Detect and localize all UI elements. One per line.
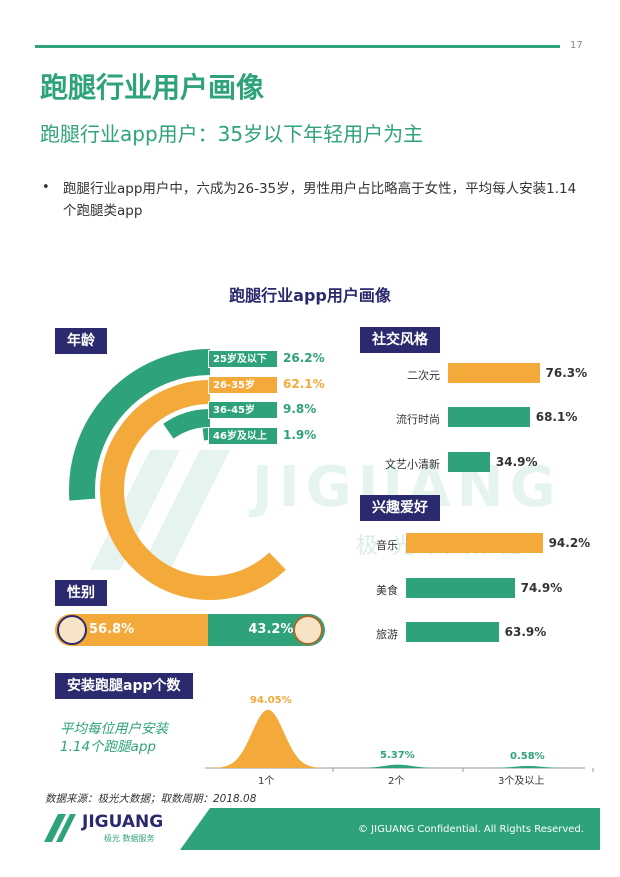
age-section-label: 年龄 [55,328,107,354]
chart-title: 跑腿行业app用户画像 [229,286,391,305]
hobby-category-label: 美食 [376,584,398,597]
hobby-section-label: 兴趣爱好 [360,495,440,521]
gender-female-value: 43.2% [248,622,294,637]
social-value-label: 68.1% [535,410,578,424]
social-bar [448,407,530,427]
footer-copyright: © JIGUANG Confidential. All Rights Reser… [358,824,584,835]
header-rule [35,45,560,48]
avg-install-note: 平均每位用户安装 1.14个跑腿app [60,720,168,756]
age-percent-label: 62.1% [283,377,325,391]
age-category-label: 26-35岁 [208,376,278,394]
install-category-label: 1个 [258,776,275,787]
social-value-label: 76.3% [545,366,588,380]
female-avatar-icon [293,615,323,645]
install-section-label: 安装跑腿app个数 [55,673,193,699]
age-category-label: 25岁及以下 [208,350,278,368]
footer-logo-text: JIGUANG [82,812,164,832]
age-percent-label: 1.9% [283,428,317,442]
age-percent-label: 9.8% [283,402,317,416]
hobby-value-label: 74.9% [520,581,563,595]
social-value-label: 34.9% [495,455,538,469]
install-category-label: 2个 [388,776,405,787]
footer-logo-subtext: 极光 数据服务 [104,834,155,843]
data-source: 数据来源：极光大数据；取数周期：2018.08 [45,793,257,805]
jiguang-logo-icon [44,814,76,842]
install-value-label: 0.58% [510,751,545,762]
hobby-bar [406,622,499,642]
install-bell-shape [328,764,468,768]
page-subtitle: 跑腿行业app用户：35岁以下年轻用户为主 [40,122,424,146]
bullet-text: 跑腿行业app用户中，六成为26-35岁，男性用户占比略高于女性，平均每人安装1… [63,181,577,219]
social-category-label: 二次元 [407,369,440,382]
hobby-value-label: 94.2% [548,536,591,550]
bullet-dot: • [42,180,50,195]
social-category-label: 文艺小清新 [385,458,440,471]
age-ring-segment [100,380,286,600]
install-bell-shape [458,766,598,768]
avg-note-line-1: 平均每位用户安装 [60,721,168,737]
social-section-label: 社交风格 [360,327,440,353]
hobby-bar [406,533,543,553]
social-bar [448,452,490,472]
install-value-label: 94.05% [250,694,292,706]
hobby-bar [406,578,515,598]
hobby-value-label: 63.9% [504,625,547,639]
hobby-category-label: 音乐 [376,539,398,552]
gender-section-label: 性别 [55,580,107,606]
age-ring-segment [163,409,211,439]
gender-male-value: 56.8% [89,622,135,637]
avg-note-line-2: 1.14个跑腿app [60,739,156,755]
page-number: 17 [570,40,583,51]
age-category-label: 46岁及以上 [208,427,278,445]
install-value-label: 5.37% [380,749,415,761]
age-ring-segment [69,349,211,501]
install-category-label: 3个及以上 [498,776,545,787]
hobby-category-label: 旅游 [376,628,398,641]
age-category-label: 36-45岁 [208,401,278,419]
page-title: 跑腿行业用户画像 [40,71,265,104]
install-bell-shape [198,709,338,768]
age-percent-label: 26.2% [283,351,325,365]
footer-band [180,808,600,850]
male-avatar-icon [57,615,87,645]
social-bar [448,363,540,383]
social-category-label: 流行时尚 [396,413,440,426]
